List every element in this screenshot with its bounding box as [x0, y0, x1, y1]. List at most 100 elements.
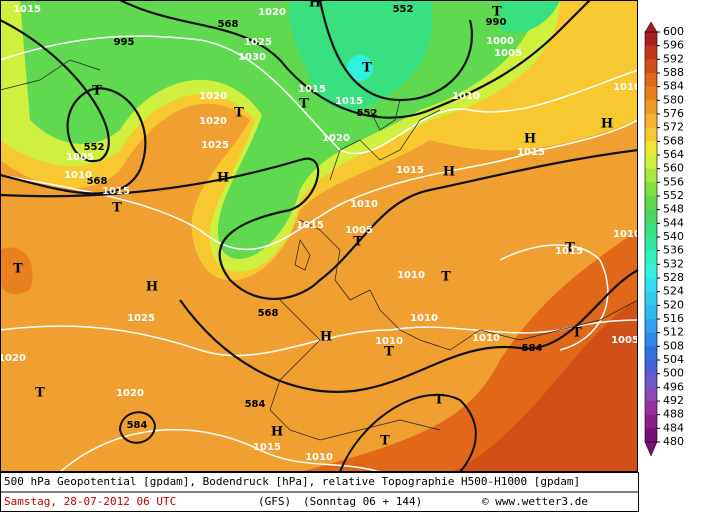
colorbar-band: [645, 264, 657, 279]
colorbar-label: 588: [663, 66, 684, 79]
colorbar-label: 524: [663, 285, 684, 298]
footer-description: 500 hPa Geopotential [gpdam], Bodendruck…: [4, 475, 580, 488]
colorbar: 6005965925885845805765725685645605565525…: [644, 21, 684, 457]
colorbar-label: 536: [663, 244, 684, 257]
pressure-label: 1010: [397, 270, 425, 281]
pressure-label: 1010: [410, 313, 438, 324]
map-labels: 552 568 552 552 568 568 584 584 584 T T T T T T T T T T T T T…: [0, 0, 641, 463]
pressure-label: 1005: [494, 48, 522, 59]
colorbar-band: [645, 346, 657, 361]
map-frame: [0, 0, 638, 472]
pressure-label: 1025: [201, 140, 229, 151]
geopotential-label: 568: [258, 308, 279, 319]
pressure-label: 1015: [296, 220, 324, 231]
colorbar-band: [645, 428, 657, 443]
pressure-label: 1020: [258, 7, 286, 18]
colorbar-label: 480: [663, 435, 684, 448]
pressure-label: 1015: [396, 165, 424, 176]
colorbar-label: 576: [663, 107, 684, 120]
pressure-center: H: [443, 165, 455, 180]
colorbar-label: 528: [663, 271, 684, 284]
colorbar-label: 504: [663, 353, 684, 366]
colorbar-label: 580: [663, 93, 684, 106]
colorbar-label: 540: [663, 230, 684, 243]
pressure-center: T: [434, 393, 444, 408]
colorbar-label: 600: [663, 25, 684, 38]
footer-model: (GFS): [258, 495, 291, 508]
colorbar-label: 548: [663, 203, 684, 216]
colorbar-band: [645, 73, 657, 87]
colorbar-label: 564: [663, 148, 684, 161]
pressure-center: T: [35, 386, 45, 401]
pressure-label: 1015: [517, 147, 545, 158]
colorbar-label: 508: [663, 339, 684, 352]
pressure-center: T: [362, 61, 372, 76]
pressure-center: H: [601, 117, 613, 132]
colorbar-label: 572: [663, 121, 684, 134]
colorbar-cap: [644, 441, 658, 457]
colorbar-band: [645, 332, 657, 347]
pressure-label: 1025: [127, 313, 155, 324]
colorbar-band: [645, 155, 657, 169]
colorbar-band: [645, 209, 657, 224]
geopotential-label: 584: [245, 399, 266, 410]
colorbar-label: 596: [663, 39, 684, 52]
pressure-center: T: [384, 345, 394, 360]
pressure-center: H: [309, 0, 321, 11]
colorbar-label: 556: [663, 175, 684, 188]
pressure-label: 1010: [613, 229, 641, 240]
footer: 500 hPa Geopotential [gpdam], Bodendruck…: [0, 472, 639, 512]
geopotential-label: 995: [114, 37, 135, 48]
geopotential-label: 552: [357, 108, 378, 119]
colorbar-cap: [644, 21, 658, 33]
colorbar-band: [645, 360, 657, 374]
colorbar-band: [645, 32, 657, 46]
map-background: [0, 0, 638, 472]
geopotential-label: 990: [486, 17, 507, 28]
pressure-center: H: [146, 280, 158, 295]
pressure-label: 1010: [64, 170, 92, 181]
colorbar-label: 488: [663, 408, 684, 421]
colorbar-label: 484: [663, 421, 684, 434]
colorbar-label: 568: [663, 134, 684, 147]
footer-forecast: (Sonntag 06 + 144): [303, 495, 422, 508]
colorbar-label: 500: [663, 367, 684, 380]
geopotential-label: 568: [87, 176, 108, 187]
colorbar-label: 532: [663, 257, 684, 270]
colorbar-label: 544: [663, 216, 684, 229]
pressure-center: T: [492, 5, 502, 20]
colorbar-label: 584: [663, 80, 684, 93]
pressure-label: 1020: [199, 116, 227, 127]
pressure-center: T: [353, 235, 363, 250]
geopotential-label: 552: [84, 142, 105, 153]
pressure-center: T: [13, 262, 23, 277]
colorbar-label: 520: [663, 298, 684, 311]
pressure-label: 1015: [298, 84, 326, 95]
pressure-label: 1005: [66, 152, 94, 163]
colorbar-band: [645, 86, 657, 101]
colorbar-band: [645, 319, 657, 333]
colorbar-band: [645, 196, 657, 210]
footer-credit: © www.wetter3.de: [482, 495, 588, 508]
pressure-label: 1030: [238, 52, 266, 63]
pressure-center: H: [271, 425, 283, 440]
geopotential-label: 568: [218, 19, 239, 30]
geopotential-label: 552: [393, 4, 414, 15]
colorbar-band: [645, 182, 657, 197]
geopotential-label: 584: [522, 343, 543, 354]
pressure-label: 1000: [486, 36, 514, 47]
coastlines: [0, 59, 639, 441]
colorbar-band: [645, 59, 657, 74]
pressure-label: 1025: [244, 37, 272, 48]
colorbar-band: [645, 387, 657, 402]
pressure-label: 1010: [375, 336, 403, 347]
colorbar-label: 512: [663, 326, 684, 339]
pressure-center: T: [112, 201, 122, 216]
pressure-label: 1015: [253, 442, 281, 453]
pressure-label: 1015: [555, 246, 583, 257]
pressure-center: T: [299, 97, 309, 112]
colorbar-label: 516: [663, 312, 684, 325]
pressure-label: 1015: [13, 4, 41, 15]
